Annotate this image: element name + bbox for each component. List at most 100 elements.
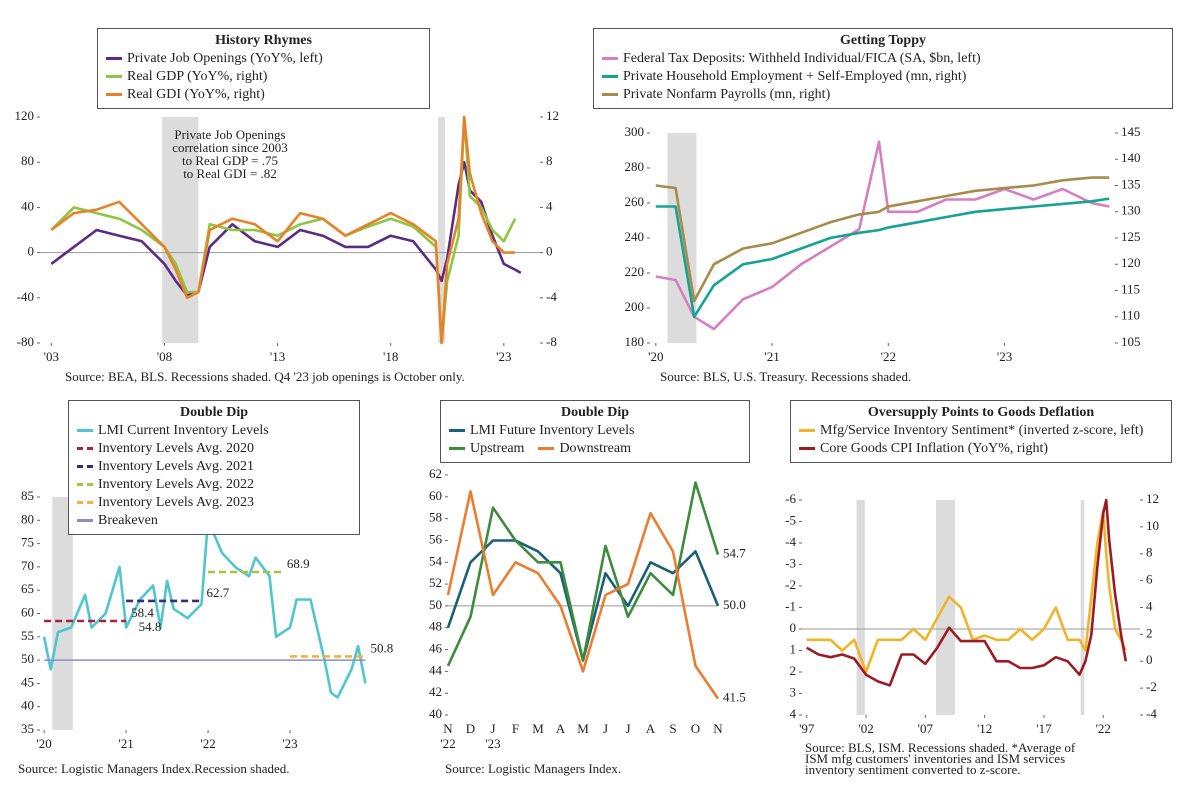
y-tick-label: 2 xyxy=(790,663,797,678)
chart-panel: 180 200 220 240 260 280 300 105 110 115 120 125 130 1… xyxy=(625,124,1141,384)
chart-panel: 35 40 45 50 55 60 65 70 75 80 85 '20 '21 '22 '23 58.4 62… xyxy=(18,488,393,776)
y-tick-label: -1 xyxy=(785,598,796,613)
series-line xyxy=(446,481,720,667)
legend-title: Double Dip xyxy=(179,405,249,420)
x-tick-label: '13 xyxy=(270,349,285,364)
legend-swatch xyxy=(77,465,93,469)
legend-swatch xyxy=(106,93,122,97)
legend-title: Oversupply Points to Goods Deflation xyxy=(867,405,1095,420)
y-tick-label: 50 xyxy=(21,651,34,666)
y-tick-label: -5 xyxy=(785,512,796,527)
legend-label: Federal Tax Deposits: Withheld Individua… xyxy=(623,51,981,66)
x-tick-label: D xyxy=(466,721,475,736)
legend-entry: LMI Future Inventory Levels xyxy=(449,422,727,440)
legend-swatch xyxy=(538,447,555,451)
y-tick-label: 60 xyxy=(21,604,34,619)
legend-swatch xyxy=(77,429,93,433)
legend-swatch xyxy=(449,429,465,433)
legend-swatch xyxy=(106,75,122,79)
legend-entry: LMI Current Inventory Levels xyxy=(77,422,337,440)
source-note: Source: BEA, BLS. Recessions shaded. Q4 … xyxy=(65,369,465,384)
x-tick-label: A xyxy=(646,721,656,736)
y-tick-label: 3 xyxy=(790,684,797,699)
source-note: inventory sentiment converted to z-score… xyxy=(805,762,1021,777)
x-tick-label: '97 xyxy=(799,721,815,736)
recession-band xyxy=(162,117,199,343)
y-tick-label: 135 xyxy=(1121,176,1141,191)
x-tick-label: '22 xyxy=(1096,721,1111,736)
y-tick-label: -4 xyxy=(546,289,557,304)
y-tick-label: 54 xyxy=(429,553,443,568)
legend-label: Breakeven xyxy=(98,513,158,528)
y-tick-label: 55 xyxy=(21,628,34,643)
x-tick-label: '18 xyxy=(383,349,398,364)
y-tick-label: -4 xyxy=(785,534,796,549)
legend-body: Mfg/Service Inventory Sentiment* (invert… xyxy=(799,422,1163,458)
x-tick-label: '07 xyxy=(918,721,934,736)
data-label: 50.0 xyxy=(723,597,746,612)
legend-entry: Mfg/Service Inventory Sentiment* (invert… xyxy=(799,422,1149,440)
recession-band xyxy=(936,500,955,715)
annotation: 54.8 xyxy=(139,619,162,634)
y-tick-label: -8 xyxy=(546,334,557,349)
series-line xyxy=(42,519,367,699)
data-label: 54.7 xyxy=(723,546,746,561)
legend-label: Inventory Levels Avg. 2022 xyxy=(98,477,255,492)
legend-entry: Federal Tax Deposits: Withheld Individua… xyxy=(602,50,1150,68)
y-tick-label: 110 xyxy=(1121,308,1140,323)
x-year-label: '22 xyxy=(440,736,455,751)
y-tick-label: 12 xyxy=(546,108,559,123)
data-label: 68.9 xyxy=(287,556,310,571)
chart-panel: -80-4004080120-8-404812'03'08'13'18'23Pr… xyxy=(15,108,560,384)
x-tick-label: '22 xyxy=(200,736,215,751)
legend-label: Downstream xyxy=(559,441,631,456)
x-tick-label: '17 xyxy=(1036,721,1052,736)
legend-swatch xyxy=(602,93,618,97)
y-tick-label: 10 xyxy=(1146,518,1159,533)
legend-swatch xyxy=(77,501,93,505)
data-label: 41.5 xyxy=(723,690,746,705)
x-tick-label: J xyxy=(603,721,608,736)
x-tick-label: M xyxy=(577,721,589,736)
x-tick-label: '22 xyxy=(881,349,896,364)
legend-title: History Rhymes xyxy=(215,33,312,48)
y-tick-label: 56 xyxy=(429,531,443,546)
y-tick-label: 65 xyxy=(21,581,34,596)
series-line xyxy=(50,115,516,345)
y-tick-label: 120 xyxy=(15,108,35,123)
y-tick-label: 4 xyxy=(1146,598,1153,613)
x-tick-label: '21 xyxy=(764,349,779,364)
y-tick-label: 8 xyxy=(546,153,553,168)
legend-entry: Private Job Openings (YoY%, left) xyxy=(106,50,407,68)
legend-label: LMI Future Inventory Levels xyxy=(470,423,635,438)
legend-entry: Upstream xyxy=(449,440,524,458)
x-tick-label: N xyxy=(443,721,453,736)
legend-title: Double Dip xyxy=(560,405,630,420)
series-line xyxy=(50,160,522,297)
x-tick-label: '03 xyxy=(44,349,59,364)
legend-swatch xyxy=(799,447,815,451)
x-tick-label: N xyxy=(713,721,723,736)
series-line xyxy=(446,539,720,662)
legend-entry: Real GDP (YoY%, right) xyxy=(106,68,407,86)
legend: Double Dip LMI Future Inventory Levels Ups… xyxy=(440,400,750,463)
y-tick-label: 6 xyxy=(1146,572,1153,587)
legend-swatch xyxy=(799,429,815,433)
x-tick-label: '02 xyxy=(858,721,873,736)
y-tick-label: 0 xyxy=(1146,652,1153,667)
x-tick-label: F xyxy=(512,721,519,736)
y-tick-label: 130 xyxy=(1121,203,1141,218)
y-tick-label: 260 xyxy=(625,194,645,209)
x-tick-label: O xyxy=(691,721,700,736)
y-tick-label: 12 xyxy=(1146,491,1159,506)
y-tick-label: 75 xyxy=(21,535,34,550)
annotation: correlation since 2003 xyxy=(172,140,288,155)
recession-band xyxy=(1080,500,1085,715)
annotation: Private Job Openings xyxy=(174,127,285,142)
series-line xyxy=(806,498,1128,687)
y-tick-label: 4 xyxy=(790,706,797,721)
annotation: to Real GDP = .75 xyxy=(182,153,278,168)
y-tick-label: 300 xyxy=(625,124,645,139)
